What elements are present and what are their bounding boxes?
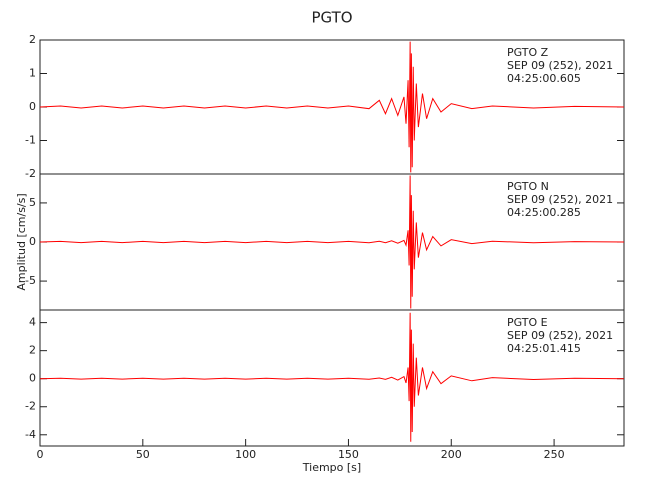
x-tick-label: 100 <box>235 448 256 461</box>
y-tick-label: -5 <box>25 274 36 287</box>
y-axis-label: Amplitud [cm/s/s] <box>15 193 28 290</box>
annotation: SEP 09 (252), 2021 <box>507 59 613 72</box>
x-tick-label: 150 <box>338 448 359 461</box>
y-tick-label: 4 <box>29 316 36 329</box>
x-tick-label: 250 <box>544 448 565 461</box>
annotation: PGTO N <box>507 180 549 193</box>
y-tick-label: -2 <box>25 400 36 413</box>
x-tick-label: 0 <box>37 448 44 461</box>
annotation: 04:25:00.285 <box>507 206 581 219</box>
x-tick-label: 50 <box>136 448 150 461</box>
x-tick-label: 200 <box>441 448 462 461</box>
y-tick-label: -1 <box>25 134 36 147</box>
annotation: SEP 09 (252), 2021 <box>507 329 613 342</box>
waveform <box>39 175 625 309</box>
panel-frame <box>39 309 625 447</box>
waveform <box>39 41 625 173</box>
annotation: 04:25:01.415 <box>507 342 581 355</box>
y-tick-label: 0 <box>29 235 36 248</box>
annotation: PGTO Z <box>507 46 549 59</box>
y-tick-label: 0 <box>29 372 36 385</box>
annotation: 04:25:00.605 <box>507 72 581 85</box>
chart-title: PGTO <box>311 9 352 27</box>
y-tick-label: 2 <box>29 344 36 357</box>
y-tick-label: 1 <box>29 67 36 80</box>
y-tick-label: -4 <box>25 428 36 441</box>
y-tick-label: 2 <box>29 33 36 46</box>
annotation: PGTO E <box>507 316 548 329</box>
y-tick-label: 0 <box>29 100 36 113</box>
y-tick-label: 5 <box>29 196 36 209</box>
waveform <box>39 312 625 442</box>
x-axis-label: Tiempo [s] <box>302 461 361 474</box>
y-tick-label: -2 <box>25 167 36 180</box>
annotation: SEP 09 (252), 2021 <box>507 193 613 206</box>
